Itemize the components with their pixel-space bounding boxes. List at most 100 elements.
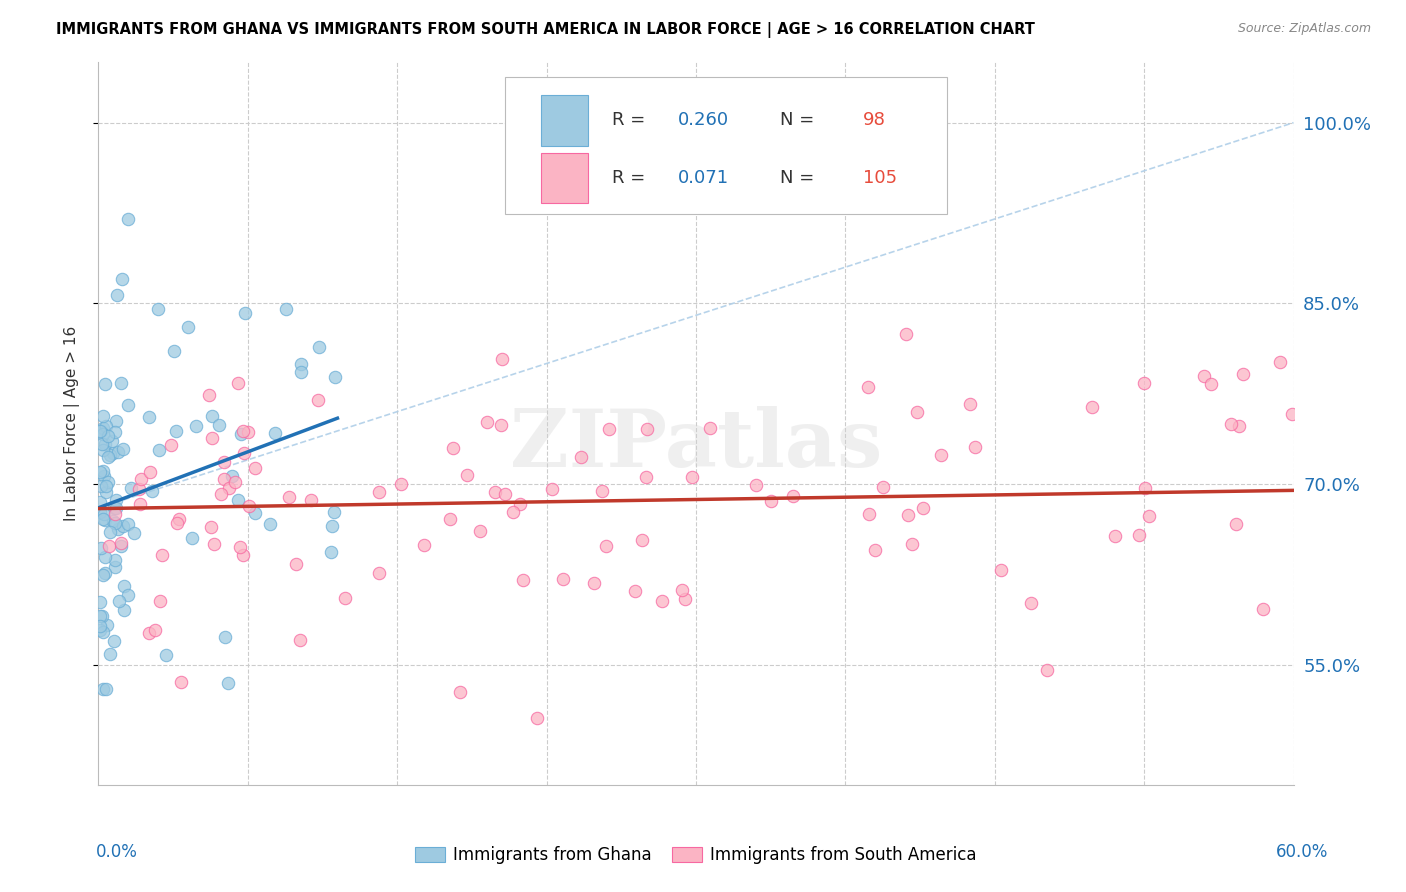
Point xyxy=(94,550,117,565)
Point xyxy=(91,512,114,526)
Point xyxy=(122,525,145,540)
Point xyxy=(631,533,654,547)
Point xyxy=(598,422,620,436)
Point xyxy=(1035,663,1057,677)
Point xyxy=(1225,517,1247,532)
Point xyxy=(285,558,308,572)
Text: IMMIGRANTS FROM GHANA VS IMMIGRANTS FROM SOUTH AMERICA IN LABOR FORCE | AGE > 16: IMMIGRANTS FROM GHANA VS IMMIGRANTS FROM… xyxy=(56,22,1035,38)
Point xyxy=(97,450,120,465)
Point xyxy=(97,475,120,490)
Point xyxy=(583,576,606,591)
Point xyxy=(149,594,172,608)
Point xyxy=(224,475,246,490)
Point xyxy=(101,434,124,448)
Point xyxy=(681,469,703,483)
Point xyxy=(308,340,330,354)
Point xyxy=(226,376,249,391)
Point xyxy=(93,508,115,522)
Point xyxy=(1268,355,1291,369)
Point xyxy=(263,425,285,440)
Point xyxy=(90,479,112,493)
Point xyxy=(94,419,117,434)
Point xyxy=(858,508,880,522)
Point xyxy=(231,424,253,438)
Point xyxy=(1137,509,1160,524)
Point xyxy=(111,272,134,286)
Point xyxy=(307,392,329,407)
Point xyxy=(526,710,548,724)
Point xyxy=(169,675,191,690)
Legend: Immigrants from Ghana, Immigrants from South America: Immigrants from Ghana, Immigrants from S… xyxy=(408,839,984,871)
FancyBboxPatch shape xyxy=(541,95,589,145)
Point xyxy=(93,566,115,581)
Point xyxy=(389,477,412,491)
Point xyxy=(243,506,266,520)
Point xyxy=(93,468,115,483)
Point xyxy=(117,212,139,227)
Point xyxy=(1199,377,1222,392)
Point xyxy=(90,541,112,555)
Point xyxy=(1128,527,1150,541)
Point xyxy=(104,508,127,522)
Point xyxy=(98,525,121,540)
Point xyxy=(117,588,139,602)
Point xyxy=(1251,602,1274,616)
Point xyxy=(91,568,114,582)
Point xyxy=(1133,376,1156,391)
Point xyxy=(181,531,204,545)
Point xyxy=(1104,529,1126,543)
Point xyxy=(110,540,132,554)
Text: 98: 98 xyxy=(863,112,886,129)
Point xyxy=(238,499,260,513)
Y-axis label: In Labor Force | Age > 16: In Labor Force | Age > 16 xyxy=(65,326,80,521)
Point xyxy=(107,444,129,458)
Point xyxy=(236,425,259,440)
Point xyxy=(368,566,391,580)
Point xyxy=(491,418,513,433)
Text: Source: ZipAtlas.com: Source: ZipAtlas.com xyxy=(1237,22,1371,36)
Text: N =: N = xyxy=(780,112,814,129)
Point xyxy=(745,477,768,491)
Point xyxy=(512,573,534,587)
Point xyxy=(143,623,166,637)
Point xyxy=(128,483,150,497)
Point xyxy=(491,351,513,366)
Point xyxy=(212,471,235,485)
Point xyxy=(990,563,1012,577)
Point xyxy=(449,685,471,699)
Point xyxy=(959,397,981,411)
Point xyxy=(323,505,346,519)
Point xyxy=(1019,596,1042,610)
Point xyxy=(277,490,299,504)
Point xyxy=(100,448,122,462)
Point xyxy=(290,357,312,371)
Point xyxy=(439,512,461,526)
Point xyxy=(441,442,464,456)
Point xyxy=(148,443,170,458)
Point xyxy=(214,630,236,644)
Point xyxy=(221,468,243,483)
Point xyxy=(218,481,240,495)
Point xyxy=(335,591,357,606)
Text: R =: R = xyxy=(613,112,651,129)
Point xyxy=(761,493,783,508)
Point xyxy=(1220,417,1243,432)
Point xyxy=(104,559,127,574)
Point xyxy=(468,524,491,538)
Point xyxy=(623,583,645,598)
Point xyxy=(200,520,222,534)
Point xyxy=(112,579,135,593)
Point xyxy=(94,436,117,450)
Point xyxy=(104,553,127,567)
Point xyxy=(671,583,693,598)
Point xyxy=(91,624,114,639)
Point xyxy=(905,404,928,418)
Point xyxy=(112,603,135,617)
Point xyxy=(89,424,111,438)
Point xyxy=(104,493,127,508)
Point xyxy=(166,516,188,530)
Point xyxy=(101,446,124,460)
Point xyxy=(90,609,112,624)
Point xyxy=(141,483,163,498)
Point xyxy=(290,365,312,379)
